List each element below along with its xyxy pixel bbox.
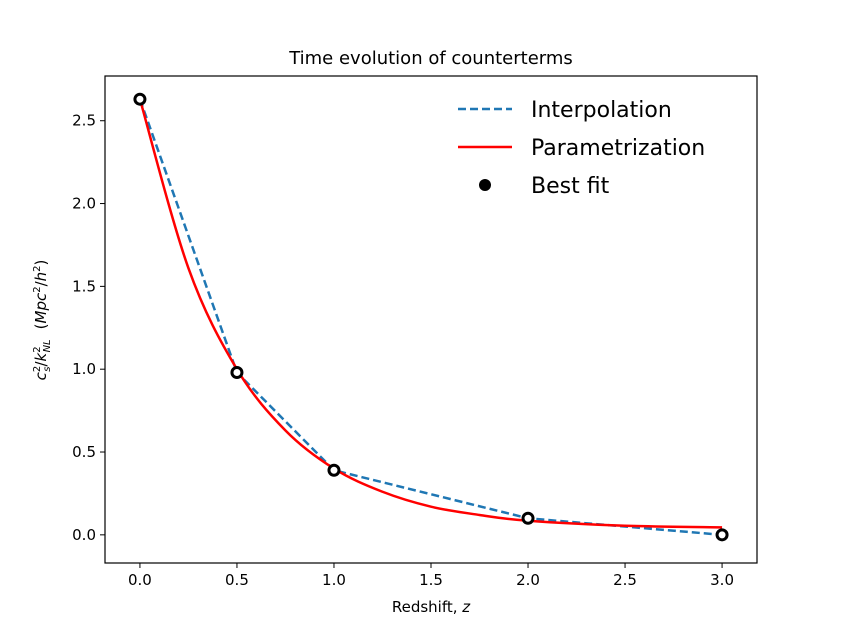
y-tick-label: 0.0	[72, 526, 96, 544]
x-tick-label: 1.0	[322, 571, 346, 589]
data-point-best-fit	[521, 511, 535, 525]
y-tick-label: 2.0	[72, 195, 96, 213]
y-axis-label-open: (	[32, 324, 50, 330]
y-axis-label-sup1: 2	[32, 366, 43, 372]
x-axis-label-text: Redshift,	[392, 598, 462, 616]
legend-label-parametrization: Parametrization	[531, 136, 705, 161]
chart-title: Time evolution of counterterms	[288, 48, 573, 69]
y-tick-label: 0.5	[72, 443, 96, 461]
plot-area	[133, 92, 729, 542]
legend-label-interpolation: Interpolation	[531, 98, 672, 123]
y-tick-label: 1.0	[72, 360, 96, 378]
y-axis-label-h: h	[32, 272, 50, 282]
y-axis-label-sup4: 2	[32, 265, 43, 271]
x-tick-label: 0.0	[128, 571, 152, 589]
legend-label-best-fit: Best fit	[531, 174, 610, 199]
x-tick-label: 1.5	[419, 571, 443, 589]
y-axis-label: c2s/k2NL(Mpc2/h2)	[32, 260, 53, 381]
legend: Interpolation Parametrization Best fit	[458, 98, 705, 199]
x-tick-label: 2.5	[613, 571, 637, 589]
data-point-best-fit	[230, 366, 244, 380]
x-tick-label: 2.0	[516, 571, 540, 589]
y-axis-label-slash2: /	[32, 280, 50, 286]
data-point-best-fit	[715, 528, 729, 542]
series-line-parametrization	[138, 98, 723, 529]
legend-swatch-best-fit	[479, 179, 491, 191]
y-tick-label: 1.5	[72, 277, 96, 295]
y-axis-label-sub-s: s	[42, 367, 53, 372]
y-axis-label-mpc: Mpc	[32, 292, 50, 323]
x-tick-label: 3.0	[710, 571, 734, 589]
y-axis-label-sub-nl: NL	[42, 339, 53, 352]
data-point-best-fit	[133, 92, 147, 106]
y-axis-label-close: )	[32, 260, 50, 266]
x-axis-label: Redshift, z	[392, 598, 471, 616]
y-axis-ticks: 0.0 0.5 1.0 1.5 2.0 2.5	[72, 112, 105, 544]
y-axis-label-slash: /	[32, 361, 50, 367]
x-axis-label-symbol: z	[461, 598, 471, 616]
x-tick-label: 0.5	[225, 571, 249, 589]
y-tick-label: 2.5	[72, 112, 96, 130]
x-axis-ticks: 0.0 0.5 1.0 1.5 2.0 2.5 3.0	[128, 563, 734, 589]
y-axis-label-k: k	[32, 351, 50, 361]
y-axis-label-c: c	[32, 371, 50, 380]
y-axis-label-sup2: 2	[32, 346, 43, 352]
y-axis-label-sup3: 2	[32, 286, 43, 292]
data-point-best-fit	[327, 463, 341, 477]
